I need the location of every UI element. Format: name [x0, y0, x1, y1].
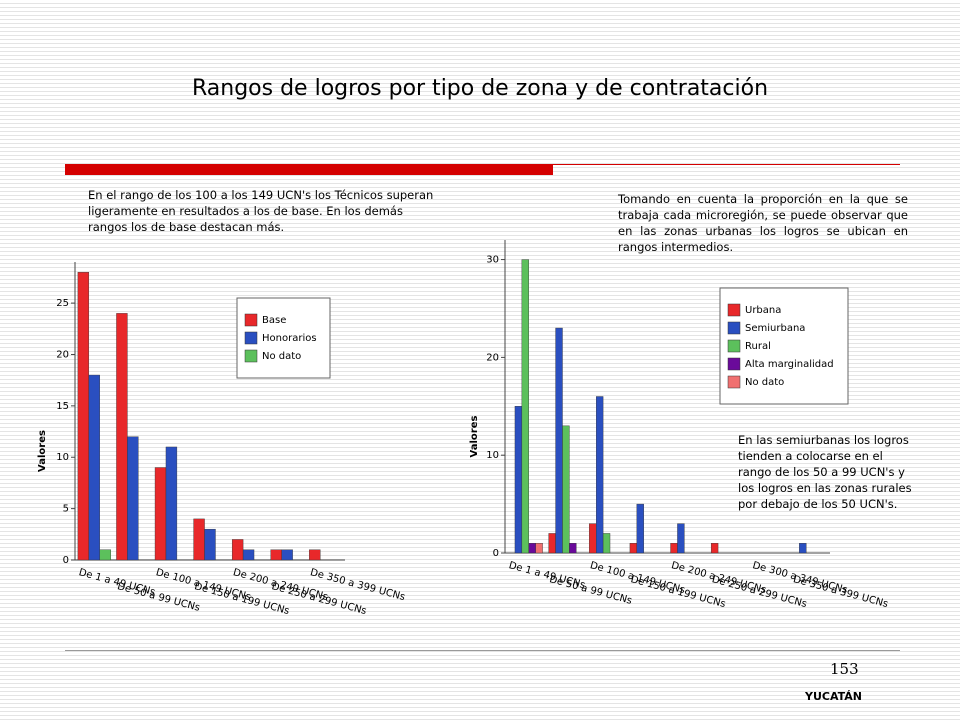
y-tick-label: 30 [486, 255, 499, 266]
bar [602, 533, 611, 554]
y-tick-label: 0 [63, 555, 69, 566]
note: Tomando en cuenta la proporción en la qu… [618, 192, 908, 254]
y-tick-label: 5 [63, 504, 69, 515]
bar [514, 406, 523, 554]
bar [77, 272, 90, 561]
legend-label: No dato [745, 377, 784, 388]
region-label: YUCATÁN [805, 690, 862, 703]
bar [528, 543, 536, 554]
y-tick-label: 10 [56, 452, 69, 463]
y-axis-label: Valores [37, 430, 48, 472]
bar [165, 446, 178, 561]
bar [521, 259, 529, 554]
bar [88, 374, 100, 561]
bar [309, 549, 321, 561]
legend-swatch [727, 321, 741, 335]
legend-swatch [244, 313, 258, 327]
bar [670, 543, 678, 554]
bar [589, 523, 597, 554]
bar [629, 543, 638, 554]
bar [799, 543, 807, 554]
legend: Base Honorarios No dato [236, 297, 331, 379]
footer-line [65, 650, 900, 651]
bar [99, 549, 111, 561]
legend-label: Alta marginalidad [745, 359, 834, 370]
bar [193, 518, 205, 561]
accent-bar [65, 164, 553, 175]
y-tick-label: 10 [486, 450, 499, 461]
bar [127, 436, 139, 561]
bar [710, 543, 719, 554]
y-axis-label: Valores [469, 416, 480, 458]
slide-title: Rangos de logros por tipo de zona y de c… [191, 76, 769, 101]
bar [242, 549, 255, 561]
y-tick-label: 0 [493, 548, 499, 559]
bar [596, 396, 604, 554]
note: En el rango de los 100 a los 149 UCN's l… [88, 188, 434, 234]
note: En las semiurbanas los logros tienden a … [738, 433, 912, 511]
y-tick-label: 15 [56, 401, 69, 412]
legend-label: Rural [745, 341, 771, 352]
page-number: 153 [830, 660, 859, 678]
legend-swatch [244, 349, 258, 363]
bar [548, 533, 556, 554]
bar [116, 313, 128, 561]
legend-label: Honorarios [262, 333, 317, 344]
y-tick-label: 25 [56, 298, 69, 309]
bar [535, 543, 543, 554]
bar [555, 327, 563, 554]
legend-label: Semiurbana [745, 323, 805, 334]
legend-label: Urbana [745, 305, 781, 316]
legend: Urbana Semiurbana Rural Alta marginalidad No… [719, 287, 849, 405]
legend-label: Base [262, 315, 286, 326]
legend-box [719, 287, 849, 405]
legend-label: No dato [262, 351, 301, 362]
legend-swatch [727, 339, 741, 353]
bar [562, 425, 570, 554]
legend-swatch [727, 375, 741, 389]
legend-swatch [727, 357, 741, 371]
legend-swatch [244, 331, 258, 345]
bar [204, 528, 216, 561]
bar [677, 523, 685, 554]
bar [636, 503, 644, 554]
y-tick-label: 20 [56, 349, 69, 360]
legend-swatch [727, 303, 741, 317]
bar [154, 467, 167, 561]
y-tick-label: 20 [486, 352, 499, 363]
bar [569, 543, 577, 554]
bar [281, 549, 293, 561]
bar [270, 549, 282, 561]
accent-line [553, 164, 900, 165]
bar [231, 539, 244, 561]
